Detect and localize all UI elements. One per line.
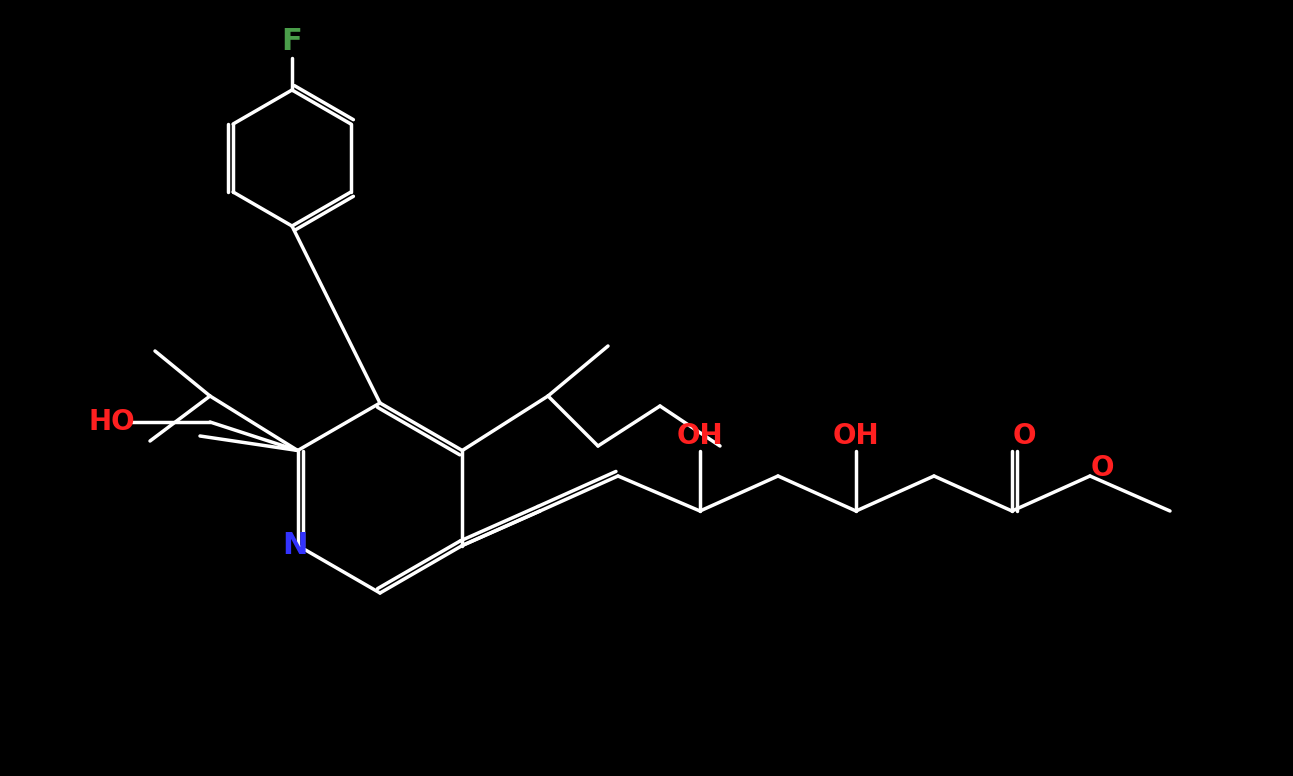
Text: OH: OH (833, 422, 879, 450)
Text: OH: OH (676, 422, 723, 450)
Text: O: O (1012, 422, 1036, 450)
Text: HO: HO (89, 408, 136, 436)
Text: N: N (282, 531, 308, 560)
Text: O: O (1090, 454, 1113, 482)
Text: F: F (282, 27, 303, 57)
